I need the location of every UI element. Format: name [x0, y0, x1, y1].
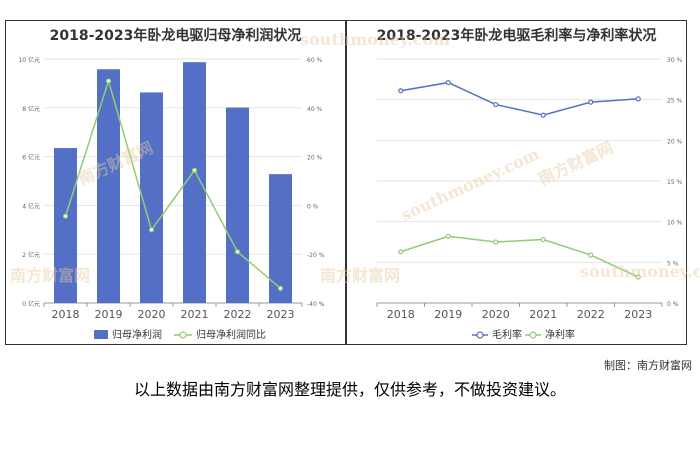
point-gross-margin [398, 88, 404, 94]
legend-label: 毛利率 [492, 328, 522, 341]
left-axis-tick-label: 6 亿元 [22, 154, 40, 162]
line-net-profit-yoy [64, 78, 281, 289]
point-net-margin [540, 236, 546, 243]
line-net-margin [400, 235, 639, 278]
legend-label: 归母净利润同比 [196, 328, 266, 341]
point-gross-margin [635, 96, 641, 102]
right-axis-tick-label: 10 % [667, 220, 683, 227]
right-axis-tick-label: 20 % [307, 155, 323, 162]
disclaimer-note: 以上数据由南方财富网整理提供，仅供参考，不做投资建议。 [133, 380, 566, 399]
point-net-margin [635, 274, 641, 280]
left-axis-tick-label: 8 亿元 [22, 105, 40, 113]
right-axis-tick-label: 30 % [667, 57, 683, 64]
legend-swatch-marker [476, 331, 484, 339]
right-axis-tick-label: -40 % [307, 301, 325, 308]
x-axis-tick-label: 2021 [181, 308, 209, 321]
x-axis-tick-label: 2020 [138, 308, 166, 321]
right-axis-tick-label: 5 % [667, 260, 679, 267]
point-net-profit-yoy [277, 285, 284, 291]
point-gross-margin [493, 101, 499, 108]
bar-net-profit [97, 69, 120, 303]
legend-swatch-marker [179, 331, 187, 339]
right-axis-tick-label: 20 % [667, 138, 683, 145]
point-net-profit-yoy [191, 167, 198, 173]
chart-title-right: 2018-2023年卧龙电驱毛利率与净利率状况 [376, 28, 657, 44]
point-net-margin [493, 239, 499, 245]
point-gross-margin [540, 112, 546, 118]
x-axis-tick-label: 2022 [577, 308, 605, 321]
margin-chart: 0 % 5 % 10 % 15 % 20 % 25 % 30 % 2018 2019 2020 20… [376, 57, 683, 341]
point-net-margin [588, 252, 594, 258]
right-axis-tick-label: -20 % [307, 252, 325, 259]
x-axis-tick-label: 2022 [224, 308, 252, 321]
x-axis-tick-label: 2019 [95, 308, 123, 321]
right-axis-tick-label: 15 % [667, 179, 683, 186]
left-axis-tick-label: 4 亿元 [22, 202, 40, 210]
chart-panel-left: 2018-2023年卧龙电驱归母净利润状况 0 亿元 2 亿元 4 亿元 6 亿元 8 … [5, 20, 346, 345]
x-axis-tick-label: 2018 [387, 308, 415, 321]
x-axis-tick-label: 2020 [482, 308, 510, 321]
point-net-profit-yoy [105, 78, 112, 84]
bar-net-profit [226, 107, 249, 303]
legend-swatch-marker [529, 331, 537, 339]
right-axis-tick-label: 60 % [307, 57, 323, 64]
point-net-profit-yoy [234, 249, 241, 255]
chart-credit: 制图：南方财富网 [604, 359, 692, 372]
right-axis-tick-label: 25 % [667, 98, 683, 105]
bar-net-profit [269, 174, 292, 303]
net-profit-chart: 0 亿元 2 亿元 4 亿元 6 亿元 8 亿元 10 亿元 -40 % -20 % 0 % 20… [18, 56, 325, 341]
bar-net-profit [183, 62, 206, 304]
bar-net-profit [54, 148, 77, 303]
right-axis-tick-label: 40 % [307, 106, 323, 113]
point-net-profit-yoy [62, 213, 69, 219]
point-net-margin [398, 249, 404, 255]
point-gross-margin [588, 99, 594, 105]
left-axis-tick-label: 10 亿元 [18, 56, 40, 64]
bar-net-profit [140, 92, 163, 303]
right-axis-tick-label: 0 % [667, 301, 679, 308]
line-gross-margin [400, 81, 639, 116]
chart-panel-right: 2018-2023年卧龙电驱毛利率与净利率状况 0 % 5 % 10 % 15 % 20… [346, 20, 687, 345]
chart-title-left: 2018-2023年卧龙电驱归母净利润状况 [49, 28, 302, 44]
point-gross-margin [445, 79, 451, 86]
legend-label: 归母净利润 [112, 328, 162, 341]
x-axis-tick-label: 2023 [624, 308, 652, 321]
left-axis-tick-label: 2 亿元 [22, 251, 40, 259]
point-net-profit-yoy [148, 227, 155, 233]
x-axis-tick-label: 2019 [434, 308, 462, 321]
x-axis-tick-label: 2023 [267, 308, 295, 321]
left-axis-tick-label: 0 亿元 [22, 300, 40, 308]
right-axis-tick-label: 0 % [307, 203, 319, 210]
legend-swatch-bar [94, 330, 108, 339]
legend-label: 净利率 [545, 328, 575, 341]
point-net-margin [445, 233, 451, 239]
x-axis-tick-label: 2021 [529, 308, 557, 321]
x-axis-tick-label: 2018 [52, 308, 80, 321]
